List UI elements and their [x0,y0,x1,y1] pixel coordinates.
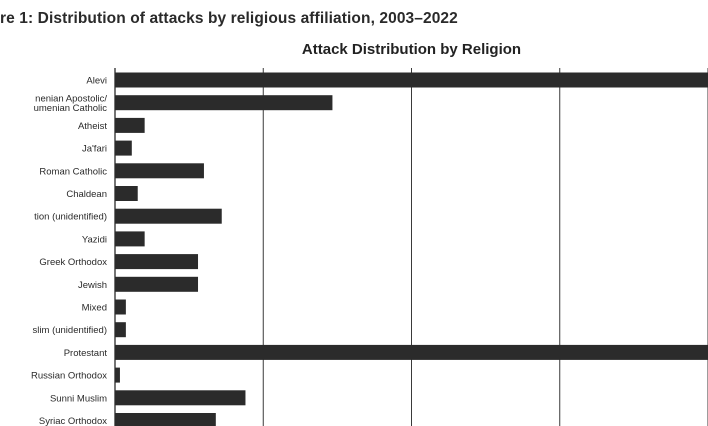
category-label: Alevi [86,76,107,87]
bar [115,95,333,111]
bar [115,322,126,338]
bar [115,254,199,270]
category-label: Russian Orthodox [31,371,107,382]
category-label: Protestant [64,348,108,359]
category-label: tion (unidentified) [34,212,107,223]
category-labels: Alevi nenian Apostolic/umenian Catholic At… [31,76,107,426]
bar [115,276,199,292]
bar [115,367,120,383]
bar [115,163,204,179]
bar [115,72,708,88]
grid-lines [114,68,708,426]
bar [115,117,145,133]
chart-title: Attack Distribution by Religion [301,41,522,58]
category-label: Greek Orthodox [39,257,107,268]
category-label: Syriac Orthodox [39,416,107,426]
category-label: nenian Apostolic/umenian Catholic [34,93,108,114]
category-label: slim (unidentified) [33,325,107,336]
bar [115,186,138,201]
category-label: Roman Catholic [39,166,107,177]
category-label: Yazidi [82,234,107,245]
bar [115,231,145,247]
bar [115,344,708,360]
bar [115,413,216,426]
category-label: Jewish [78,280,107,291]
bar [115,299,126,315]
category-label: Sunni Muslim [50,393,107,404]
bar [115,140,132,156]
category-label: Chaldean [66,189,107,200]
category-label: Ja'fari [82,144,107,155]
category-label: Atheist [78,121,107,132]
bars [115,72,708,426]
bar [115,390,246,406]
bar [115,208,222,224]
figure-caption: re 1: Distribution of attacks by religio… [0,10,458,27]
category-label: Mixed [82,303,107,314]
